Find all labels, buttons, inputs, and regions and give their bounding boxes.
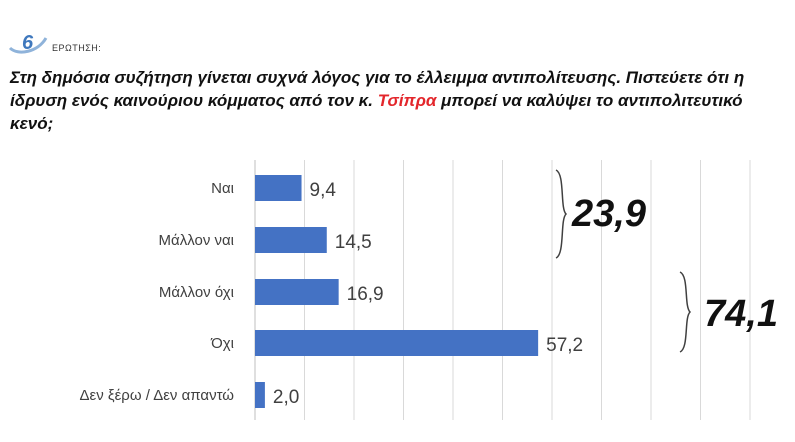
bar (255, 330, 539, 356)
group-total-label: 23,9 (571, 193, 646, 235)
bar (255, 175, 302, 201)
bar (255, 382, 265, 408)
question-number-badge: 6 (8, 32, 48, 54)
category-label: Μάλλον ναι (159, 232, 234, 249)
data-label: 16,9 (347, 284, 384, 305)
question-text-highlight: Τσίπρα (377, 91, 437, 110)
category-label: Δεν ξέρω / Δεν απαντώ (80, 387, 235, 404)
bar (255, 279, 339, 305)
group-total-label: 74,1 (704, 293, 778, 335)
category-label: Όχι (210, 335, 234, 352)
data-label: 2,0 (273, 387, 299, 408)
category-label: Μάλλον όχι (159, 284, 234, 301)
data-label: 57,2 (546, 335, 583, 356)
bar (255, 227, 327, 253)
question-text-part1: Στη δημόσια συζήτηση γίνεται συχνά λόγος… (10, 68, 745, 110)
group-brace (555, 169, 568, 259)
question-text: Στη δημόσια συζήτηση γίνεται συχνά λόγος… (10, 66, 790, 135)
data-label: 14,5 (335, 232, 372, 253)
question-text-part2: μπορεί να καλύψει το αντιπολιτευτικό κεν… (10, 91, 743, 133)
data-label: 9,4 (310, 180, 337, 201)
question-number: 6 (22, 32, 34, 54)
question-label: ΕΡΩΤΗΣΗ: (52, 43, 102, 53)
group-brace (679, 271, 692, 353)
category-label: Ναι (211, 180, 234, 197)
